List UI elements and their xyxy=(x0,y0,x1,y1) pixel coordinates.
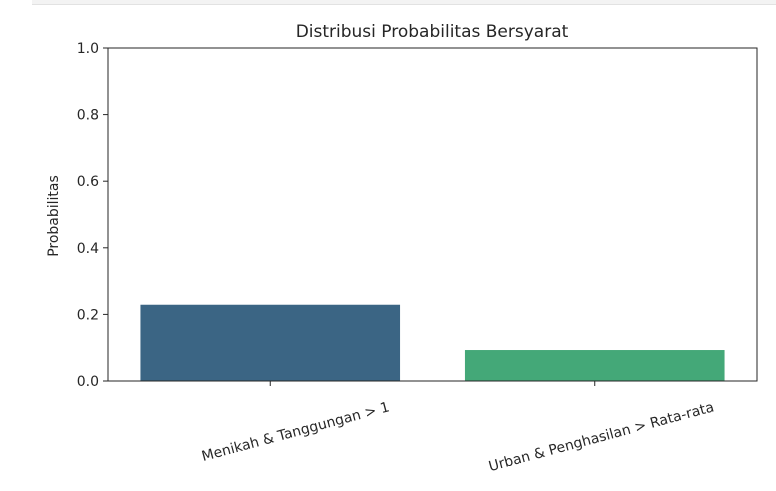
y-axis-label: Probabilitas xyxy=(46,175,62,257)
x-tick-label: Menikah & Tanggungan > 1 xyxy=(200,399,391,465)
y-tick-label: 0.8 xyxy=(77,108,99,124)
y-tick-label: 1.0 xyxy=(77,41,99,57)
bar-1 xyxy=(140,304,401,381)
y-tick-label: 0.0 xyxy=(77,374,99,390)
bar-2 xyxy=(464,350,725,381)
y-tick-label: 0.6 xyxy=(77,174,99,190)
plot-area: 0.0 0.2 0.4 0.6 0.8 1.0 Menikah & Tanggungan >… xyxy=(77,41,758,475)
chart-title: Distribusi Probabilitas Bersyarat xyxy=(296,22,569,42)
y-tick-label: 0.2 xyxy=(77,307,99,323)
x-tick-label: Urban & Penghasilan > Rata-rata xyxy=(487,399,716,475)
plot-frame xyxy=(107,47,758,382)
notebook-output-top-strip xyxy=(32,0,776,5)
y-tick-label: 0.4 xyxy=(77,241,99,257)
